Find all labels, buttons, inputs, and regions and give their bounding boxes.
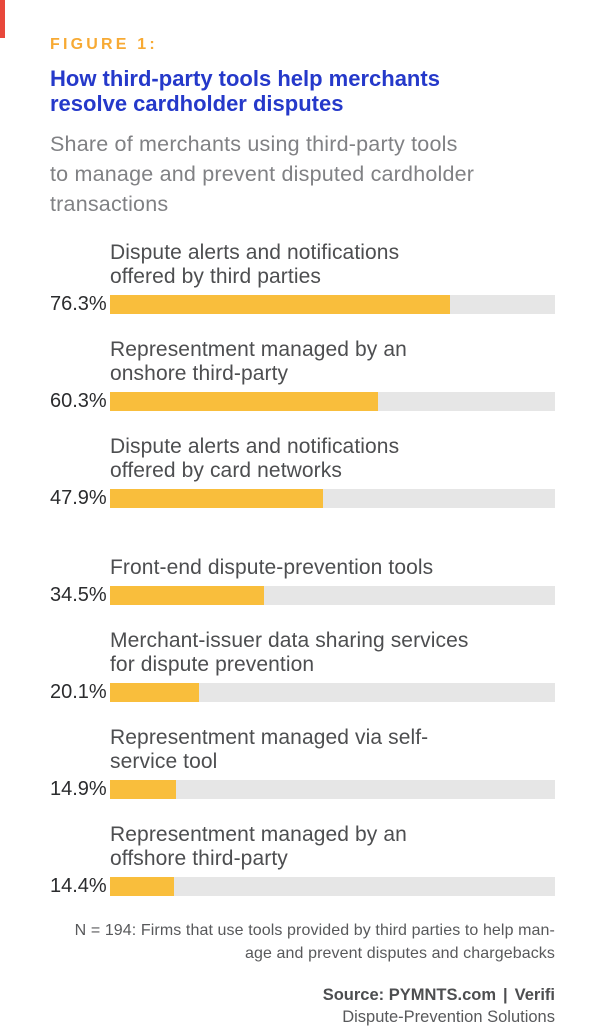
- bar-fill: [110, 877, 175, 896]
- bar-label: Representment managed via self-service t…: [110, 726, 606, 774]
- bar-row: Representment managed by an onshore third…: [50, 316, 606, 413]
- bar-label: Representment managed by an offshore thir…: [110, 823, 606, 871]
- bar-label-line: onshore third-party: [110, 362, 289, 385]
- bar-track: [110, 780, 555, 799]
- bar-track: [110, 392, 555, 411]
- bar-label-line: Representment managed by an: [110, 338, 407, 361]
- bar-fill: [110, 489, 324, 508]
- sample-note: N = 194: Firms that use tools provided b…: [50, 919, 555, 965]
- text-line: age and prevent disputes and chargebacks: [245, 945, 555, 962]
- bar-label-line: Representment managed by an: [110, 823, 407, 846]
- bar-label-line: offshore third-party: [110, 847, 288, 870]
- bar-track: [110, 295, 555, 314]
- bar-row: Dispute alerts and notifications offered …: [50, 413, 606, 510]
- bar-label: Dispute alerts and notifications offered …: [110, 241, 606, 289]
- text-line: to manage and prevent disputed cardholde…: [50, 162, 475, 186]
- text-line: N = 194: Firms that use tools provided b…: [74, 922, 555, 939]
- text-line: transactions: [50, 192, 169, 216]
- bar-line: 20.1%: [50, 681, 606, 704]
- bar-row: Representment managed by an offshore thir…: [50, 801, 606, 898]
- bar-line: 60.3%: [50, 390, 606, 413]
- bar-line: 34.5%: [50, 584, 606, 607]
- source-line: Source: PYMNTS.com | Verifi: [50, 984, 555, 1006]
- bar-fill: [110, 586, 264, 605]
- bar-line: 47.9%: [50, 487, 606, 510]
- bar-label-line: Representment managed via self-: [110, 726, 429, 749]
- figure-subtitle: Share of merchants using third-party too…: [50, 129, 606, 219]
- top-left-red-accent-line: [0, 0, 5, 38]
- bar-track: [110, 489, 555, 508]
- bar-fill: [110, 392, 379, 411]
- text-line: How third-party tools help merchants: [50, 66, 440, 91]
- bar-label-line: Dispute alerts and notifications: [110, 435, 400, 458]
- figure-number-label: FIGURE 1:: [50, 36, 158, 53]
- bar-label: Representment managed by an onshore third…: [110, 338, 606, 386]
- bar-fill: [110, 683, 200, 702]
- bar-value: 76.3%: [50, 293, 107, 315]
- source-separator: |: [503, 986, 508, 1004]
- bar-value: 20.1%: [50, 681, 107, 703]
- bar-label-line: offered by card networks: [110, 459, 342, 482]
- bar-label-line: for dispute prevention: [110, 653, 315, 676]
- bar-label: Dispute alerts and notifications offered …: [110, 435, 606, 483]
- bar-label: Merchant-issuer data sharing services for…: [110, 629, 606, 677]
- bar-value: 47.9%: [50, 487, 107, 509]
- bar-line: 14.4%: [50, 875, 606, 898]
- figure-title: How third-party tools help merchants reso…: [50, 66, 606, 116]
- bar-value: 14.4%: [50, 875, 107, 897]
- text-line: Share of merchants using third-party too…: [50, 132, 458, 156]
- bar-rows: Dispute alerts and notifications offered …: [50, 219, 606, 898]
- bar-value: 60.3%: [50, 390, 107, 412]
- bar-value: 14.9%: [50, 778, 107, 800]
- bar-line: 14.9%: [50, 778, 606, 801]
- source-subtitle: Dispute-Prevention Solutions: [342, 1008, 555, 1026]
- bar-row: Dispute alerts and notifications offered …: [50, 219, 606, 316]
- source-suffix: Verifi: [514, 986, 555, 1004]
- source-prefix: Source: PYMNTS.com: [322, 986, 497, 1004]
- bar-label-line: service tool: [110, 750, 218, 773]
- bar-label-line: offered by third parties: [110, 265, 321, 288]
- bar-fill: [110, 780, 177, 799]
- bar-row: Front-end dispute-prevention tools 34.5%: [50, 510, 606, 607]
- bar-label-line: Dispute alerts and notifications: [110, 241, 400, 264]
- bar-value: 34.5%: [50, 584, 107, 606]
- bar-fill: [110, 295, 450, 314]
- bar-track: [110, 877, 555, 896]
- bar-track: [110, 586, 555, 605]
- bar-label-line: Front-end dispute-prevention tools: [110, 556, 434, 579]
- bar-label: Front-end dispute-prevention tools: [110, 556, 606, 580]
- bar-row: Representment managed via self-service t…: [50, 704, 606, 801]
- bar-track: [110, 683, 555, 702]
- bar-row: Merchant-issuer data sharing services for…: [50, 607, 606, 704]
- bar-label-line: Merchant-issuer data sharing services: [110, 629, 469, 652]
- text-line: resolve cardholder disputes: [50, 91, 344, 116]
- source-block: Source: PYMNTS.com | Verifi Dispute-Preven…: [50, 984, 555, 1028]
- bar-line: 76.3%: [50, 293, 606, 316]
